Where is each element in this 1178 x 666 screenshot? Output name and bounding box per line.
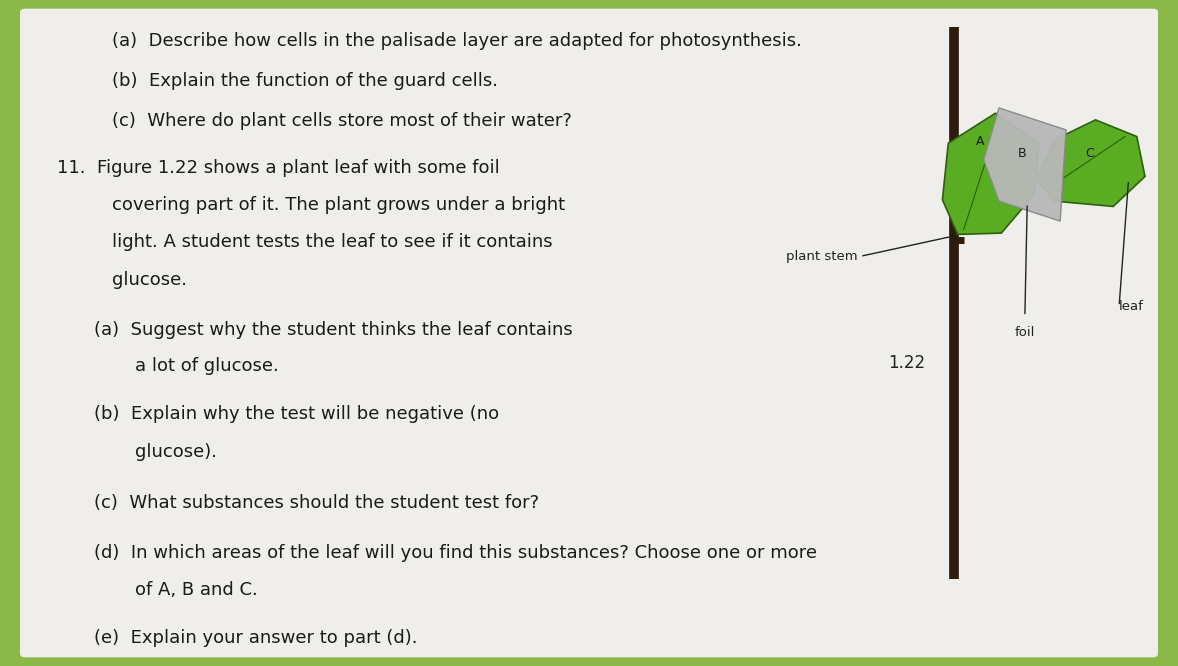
Text: 11.  Figure 1.22 shows a plant leaf with some foil: 11. Figure 1.22 shows a plant leaf with … [57,159,499,177]
Text: (a)  Suggest why the student thinks the leaf contains: (a) Suggest why the student thinks the l… [94,320,573,339]
Text: (c)  What substances should the student test for?: (c) What substances should the student t… [94,494,540,512]
Text: foil: foil [1014,326,1035,340]
Text: glucose).: glucose). [135,442,218,461]
Text: (a)  Describe how cells in the palisade layer are adapted for photosynthesis.: (a) Describe how cells in the palisade l… [112,32,802,51]
Text: B: B [1018,147,1027,160]
Text: (c)  Where do plant cells store most of their water?: (c) Where do plant cells store most of t… [112,112,571,131]
Text: covering part of it. The plant grows under a bright: covering part of it. The plant grows und… [112,196,565,214]
Text: (e)  Explain your answer to part (d).: (e) Explain your answer to part (d). [94,629,418,647]
Text: light. A student tests the leaf to see if it contains: light. A student tests the leaf to see i… [112,233,552,252]
Text: 1.22: 1.22 [888,354,926,372]
Polygon shape [984,108,1066,221]
Text: a lot of glucose.: a lot of glucose. [135,357,279,376]
Text: (b)  Explain why the test will be negative (no: (b) Explain why the test will be negativ… [94,405,499,424]
Text: plant stem: plant stem [786,250,858,263]
Polygon shape [1037,120,1145,206]
Text: C: C [1085,147,1094,160]
Text: of A, B and C.: of A, B and C. [135,581,258,599]
Text: (b)  Explain the function of the guard cells.: (b) Explain the function of the guard ce… [112,72,498,91]
Text: A: A [975,135,985,148]
Text: (d)  In which areas of the leaf will you find this substances? Choose one or mor: (d) In which areas of the leaf will you … [94,543,818,562]
Polygon shape [942,113,1039,234]
Text: glucose.: glucose. [112,270,187,289]
Text: leaf: leaf [1119,300,1144,313]
